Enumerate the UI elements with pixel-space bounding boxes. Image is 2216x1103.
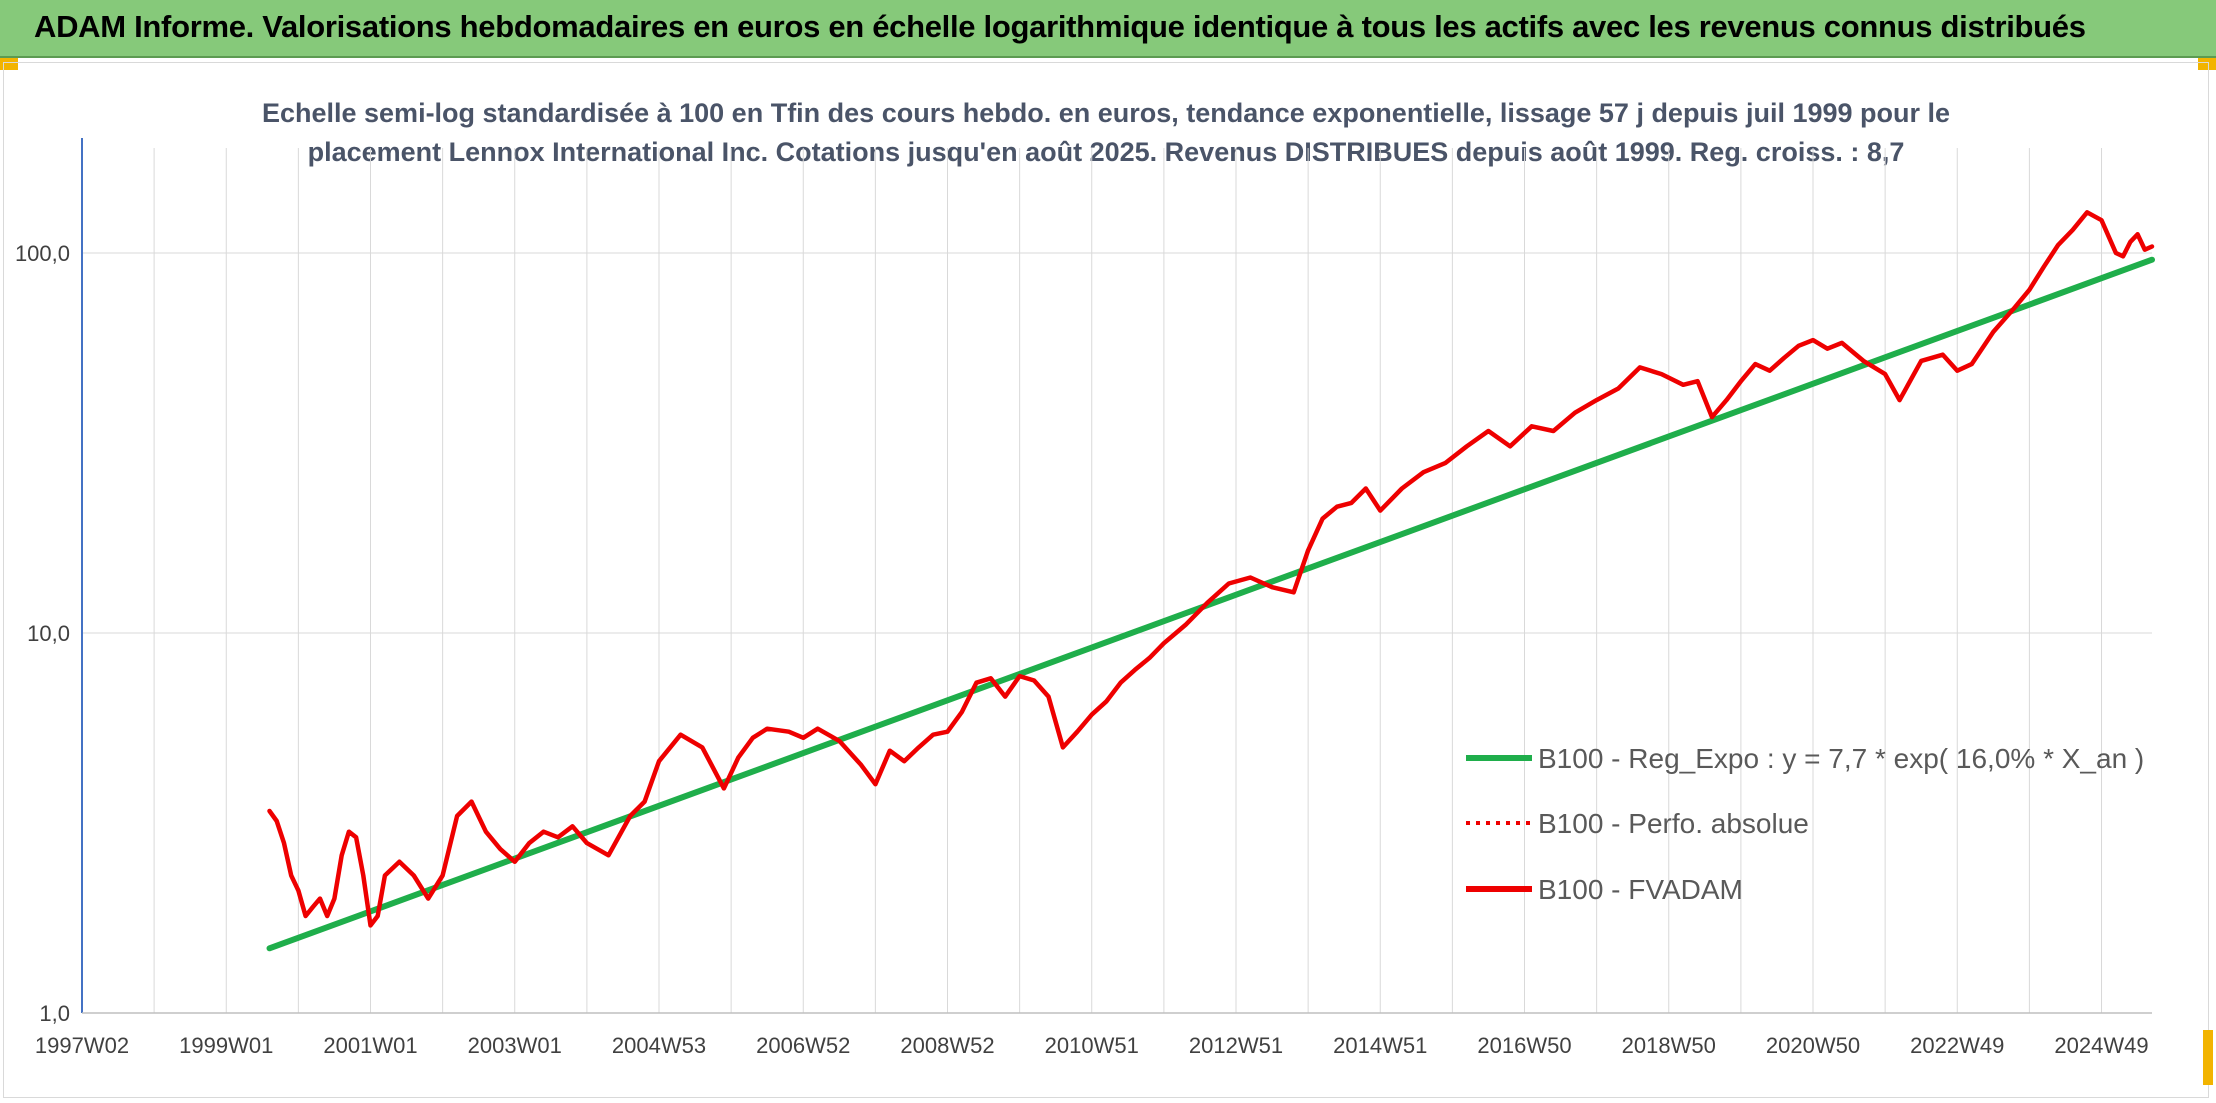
y-tick-label: 10,0 [27,621,70,646]
x-tick-label: 2003W01 [468,1033,562,1058]
header-banner: ADAM Informe. Valorisations hebdomadaire… [0,0,2216,58]
x-tick-label: 2016W50 [1477,1033,1571,1058]
x-tick-label: 2010W51 [1045,1033,1139,1058]
x-tick-label: 2006W52 [756,1033,850,1058]
corner-mark-left [0,58,18,70]
legend: B100 - Reg_Expo : y = 7,7 * exp( 16,0% *… [1466,743,2144,905]
edge-mark [2203,1030,2213,1085]
legend-label: B100 - FVADAM [1538,874,1743,905]
x-tick-label: 2018W50 [1622,1033,1716,1058]
x-tick-label: 2001W01 [323,1033,417,1058]
x-tick-label: 2020W50 [1766,1033,1860,1058]
series-fvadam-line [267,210,2155,928]
x-tick-label: 1999W01 [179,1033,273,1058]
x-tick-label: 1997W02 [35,1033,129,1058]
x-tick-label: 2022W49 [1910,1033,2004,1058]
chart-title-line-2: placement Lennox International Inc. Cota… [308,137,1905,167]
gridlines [81,148,2152,1013]
banner-title: ADAM Informe. Valorisations hebdomadaire… [34,9,2086,44]
x-tick-label: 2004W53 [612,1033,706,1058]
x-tick-label: 2024W49 [2054,1033,2148,1058]
x-tick-label: 2008W52 [900,1033,994,1058]
x-tick-label: 2012W51 [1189,1033,1283,1058]
series-trend-line [266,256,2155,952]
legend-label: B100 - Perfo. absolue [1538,808,1809,839]
series-lines [266,210,2155,952]
axes: 1,0 10,0 100,0 1997W02 1999W01 2001W01 2003W01… [15,138,2152,1058]
legend-label: B100 - Reg_Expo : y = 7,7 * exp( 16,0% *… [1538,743,2144,774]
y-tick-label: 100,0 [15,241,70,266]
y-tick-label: 1,0 [39,1001,70,1026]
corner-mark-right [2198,58,2216,70]
chart-frame: Echelle semi-log standardisée à 100 en T… [3,62,2209,1098]
chart-title-line-1: Echelle semi-log standardisée à 100 en T… [262,98,1950,128]
chart: Echelle semi-log standardisée à 100 en T… [15,98,2155,1058]
x-tick-label: 2014W51 [1333,1033,1427,1058]
